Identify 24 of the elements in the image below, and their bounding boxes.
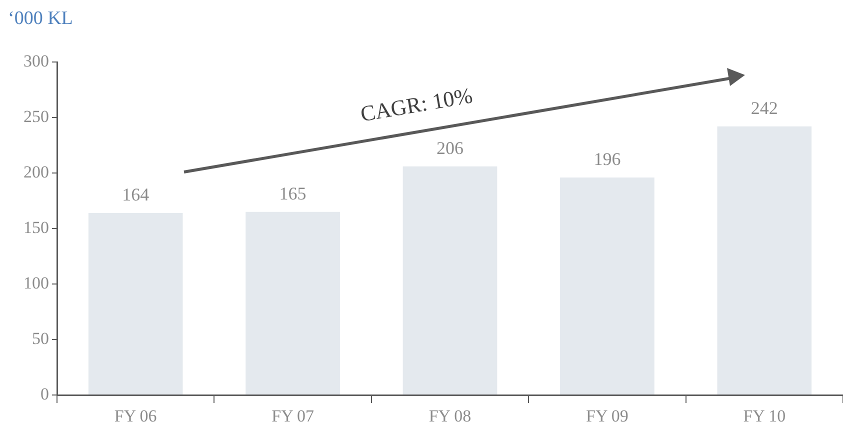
bar: [88, 212, 183, 394]
data-label: 206: [436, 138, 464, 158]
y-axis-title: ‘000 KL: [8, 8, 73, 30]
y-tick-label: 100: [24, 273, 49, 292]
bar: [246, 212, 340, 394]
data-label: 165: [279, 184, 306, 204]
x-tick-label: FY 10: [743, 406, 786, 426]
x-tick-label: FY 07: [272, 406, 314, 426]
data-label: 242: [750, 98, 778, 118]
y-tick-label: 150: [24, 218, 49, 237]
y-tick-label: 0: [40, 384, 49, 404]
data-label: 196: [594, 149, 621, 170]
y-tick-label: 200: [24, 162, 49, 182]
annotation: CAGR: 10%: [358, 82, 474, 128]
bar: [560, 177, 654, 394]
x-tick-label: FY 08: [428, 406, 472, 426]
data-label: 164: [122, 184, 150, 205]
x-tick-label: FY 06: [114, 406, 157, 426]
y-tick-label: 50: [32, 328, 49, 348]
bar: [402, 166, 498, 394]
x-tick-label: FY 09: [586, 406, 628, 426]
bar: [717, 126, 812, 394]
y-tick-label: 300: [24, 51, 49, 70]
y-tick-label: 250: [24, 106, 49, 126]
